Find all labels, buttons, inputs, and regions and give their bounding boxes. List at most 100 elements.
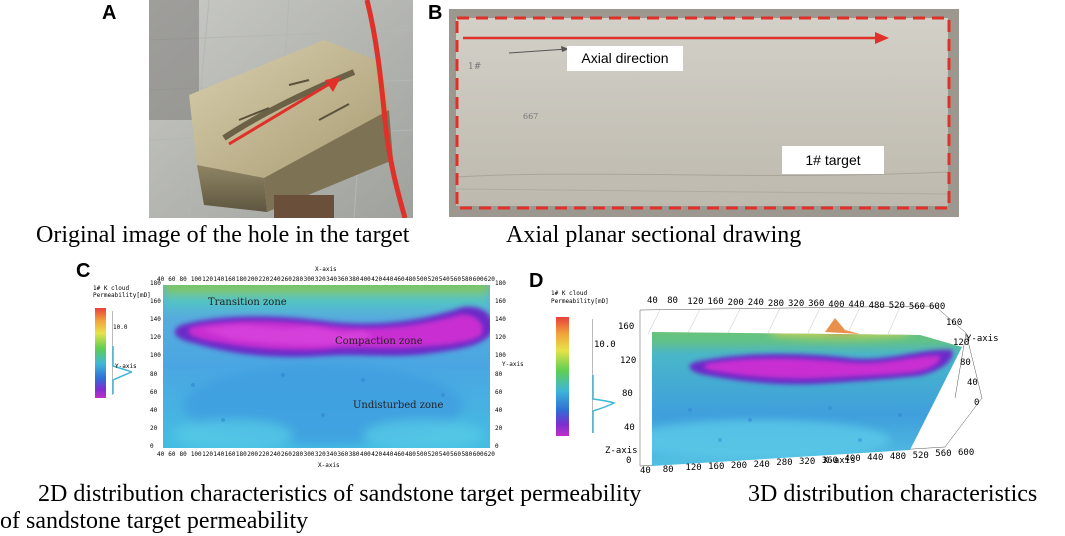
- map-d-bottom-tick: 320: [799, 457, 816, 467]
- map-d-top-tick: 560: [908, 301, 926, 312]
- map-d-bottom-tick: 560: [935, 449, 952, 460]
- panel-c-caption: 2D distribution characteristics of sands…: [38, 481, 642, 507]
- map-c-bottom-tick: 560: [450, 451, 462, 458]
- map-c-bottom-tick: 420: [371, 451, 383, 458]
- map-c-bottom-tick: 580: [461, 451, 473, 458]
- panel-c-letter: C: [76, 260, 91, 282]
- map-c-bottom-tick: 500: [416, 451, 428, 458]
- map-c-bottom-tick: 520: [427, 451, 439, 458]
- map-c-top-tick: 180: [235, 276, 247, 283]
- panel-b-photo: [449, 9, 959, 217]
- map-c-top-tick: 340: [326, 276, 337, 283]
- map-c-top-tick: 520: [427, 276, 439, 283]
- permeability-map-2d: [163, 285, 490, 448]
- map-c-bottom-tick: 340: [326, 451, 337, 458]
- map-c-bottom-tick: 60: [168, 451, 176, 458]
- map-d-bottom-tick: 280: [776, 458, 793, 469]
- map-c-top-tick: 300: [303, 276, 315, 283]
- map-d-bottom-tick: 160: [708, 462, 725, 473]
- map-d-z-tick: 160: [618, 322, 635, 332]
- map-c-top-tick: 620: [484, 276, 495, 283]
- map-d-z-tick: 80: [622, 389, 633, 399]
- panel-a-caption: Original image of the hole in the target: [36, 222, 410, 248]
- map-c-top-tick: 120: [202, 276, 213, 283]
- panel-b-letter: B: [428, 2, 443, 24]
- map-d-top-tick: 520: [888, 301, 905, 312]
- map-c-right-tick: 60: [495, 388, 503, 396]
- permeability-map-3d: [600, 290, 1065, 480]
- legend-d-histogram: [592, 375, 616, 433]
- axial-direction-label: Axial direction: [567, 46, 683, 71]
- legend-d-title-1: 1# K cloud: [551, 290, 588, 297]
- map-d-bottom-tick: 360: [821, 455, 838, 466]
- map-d-top-tick: 360: [808, 299, 825, 310]
- zone-label-undisturbed: Undisturbed zone: [353, 400, 444, 411]
- map-c-right-tick: 160: [495, 298, 506, 306]
- map-c-right-tick: 80: [495, 370, 503, 378]
- panel-d-letter: D: [529, 270, 544, 292]
- map-c-top-tick: 320: [314, 276, 326, 283]
- map-c-top-tick: 560: [450, 276, 462, 283]
- map-d-bottom-tick: 240: [753, 459, 770, 470]
- map-c-bottom-tick: 220: [258, 451, 270, 458]
- map-d-top-tick: 440: [848, 300, 865, 311]
- map-d-bottom-tick: 400: [844, 454, 861, 465]
- map-c-bottom-tick: 460: [393, 451, 405, 458]
- map-c-right-tick: 100: [495, 352, 506, 360]
- map-c-top-tick: 480: [405, 276, 416, 283]
- map-c-left-tick: 160: [150, 298, 161, 306]
- map-d-y-tick: 40: [967, 378, 978, 388]
- map-c-bottom-tick: 260: [281, 451, 292, 458]
- map-d-z-tick: 0: [626, 456, 632, 466]
- map-c-top-tick: 580: [461, 276, 473, 283]
- handwritten-note: 1#: [468, 62, 482, 72]
- handwritten-number: 667: [523, 112, 539, 121]
- map-d-y-tick: 160: [946, 318, 963, 328]
- map-c-bottom-tick: 380: [348, 451, 360, 458]
- map-c-bottom-tick: 180: [235, 451, 247, 458]
- map-c-top-tick: 420: [371, 276, 383, 283]
- map-c-top-tick: 500: [416, 276, 428, 283]
- map-d-bottom-tick: 520: [912, 450, 929, 461]
- map-c-right-tick: 40: [495, 406, 503, 414]
- map-c-top-tick: 60: [168, 276, 176, 283]
- map-c-bottom-tick: 440: [382, 451, 394, 458]
- map-d-top-tick: 40: [647, 296, 658, 306]
- map-c-top-tick: 160: [224, 276, 236, 283]
- map-c-left-tick: 120: [150, 334, 161, 342]
- legend-c-value: 10.0: [113, 324, 128, 331]
- map-c-top-axis-label: X-axis: [315, 266, 337, 273]
- map-c-bottom-tick: 360: [337, 451, 349, 458]
- map-d-bottom-tick: 600: [958, 448, 975, 458]
- map-c-bottom-tick: 540: [438, 451, 450, 458]
- map-d-top-tick: 400: [828, 299, 845, 310]
- legend-d-value: 10.0: [594, 340, 616, 350]
- panel-a-letter: A: [102, 2, 117, 24]
- caption-wrap-line: of sandstone target permeability: [0, 508, 309, 534]
- map-c-top-tick: 600: [472, 276, 484, 283]
- map-c-right-axis-label: Y-axis: [502, 361, 524, 368]
- map-d-top-tick: 280: [767, 298, 785, 309]
- map-d-top-tick: 480: [868, 300, 885, 311]
- map-c-top-tick: 140: [213, 276, 225, 283]
- map-c-bottom-tick: 160: [224, 451, 236, 458]
- map-c-bottom-tick: 600: [472, 451, 484, 458]
- legend-c-histogram: [112, 346, 132, 394]
- map-c-right-tick: 0: [495, 443, 499, 450]
- map-c-right-tick: 20: [495, 424, 503, 432]
- map-d-y-tick: 120: [953, 338, 970, 348]
- map-c-top-tick: 240: [269, 276, 281, 283]
- map-c-bottom-tick: 480: [405, 451, 416, 458]
- zone-label-compaction: Compaction zone: [335, 336, 423, 347]
- legend-c-colorbar: [95, 308, 106, 398]
- map-c-top-tick: 200: [247, 276, 259, 283]
- map-c-bottom-tick: 280: [292, 451, 304, 458]
- map-c-left-tick: 0: [150, 443, 154, 450]
- map-d-y-axis-label: Y-axis: [966, 334, 999, 344]
- legend-c-title-2: Permeability[mD]: [93, 292, 151, 299]
- map-d-z-axis-label: Z-axis: [605, 446, 638, 456]
- map-d-bottom-tick: 200: [730, 460, 748, 471]
- map-c-top-tick: 440: [382, 276, 394, 283]
- map-c-top-tick: 220: [258, 276, 270, 283]
- map-d-y-tick: 80: [960, 358, 971, 368]
